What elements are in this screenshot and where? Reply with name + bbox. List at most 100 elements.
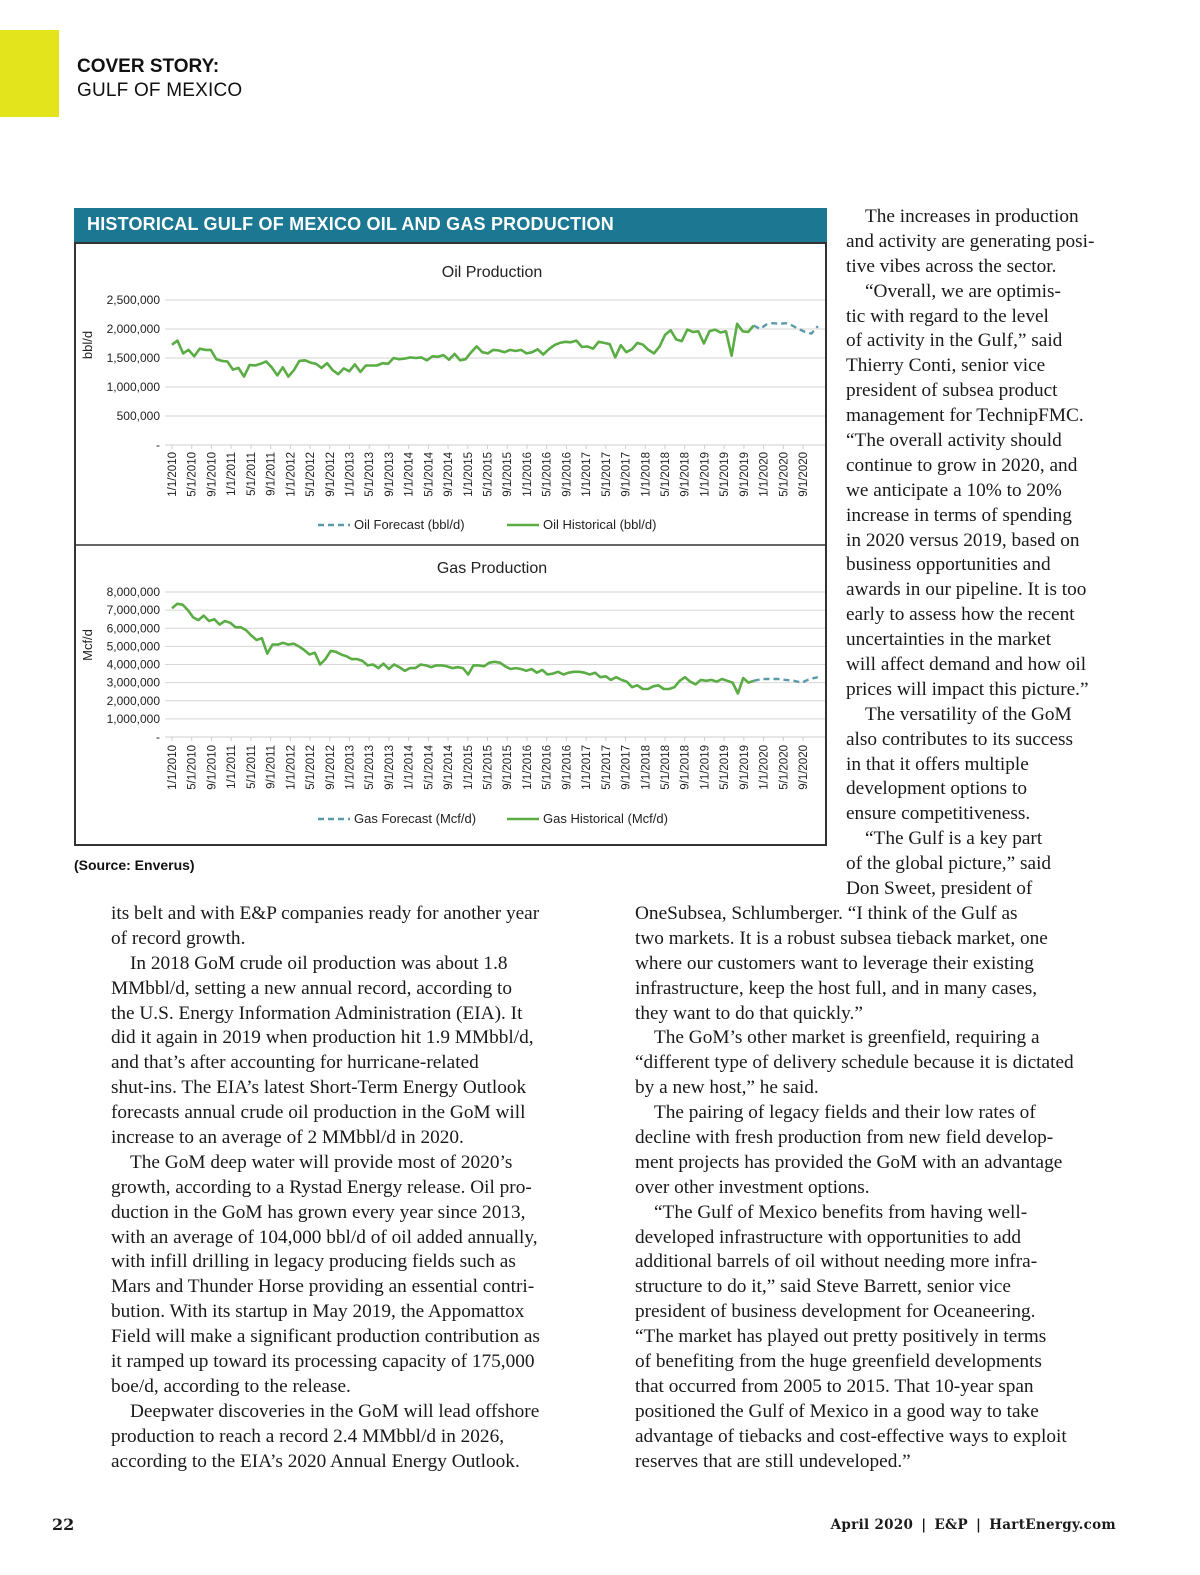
x-tick-label: 1/1/2012 bbox=[285, 452, 297, 497]
paragraph-line: development options to bbox=[846, 778, 1028, 800]
x-tick-label: 1/1/2020 bbox=[759, 452, 771, 497]
x-tick-label: 9/1/2012 bbox=[325, 745, 337, 790]
paragraph-line: two markets. It is a robust subsea tieba… bbox=[635, 927, 1048, 949]
paragraph-line: The versatility of the GoM bbox=[865, 703, 1072, 725]
chart-title: Oil Production bbox=[442, 264, 543, 281]
paragraph-line: and that’s after accounting for hurrican… bbox=[111, 1052, 479, 1074]
paragraph-line: with infill drilling in legacy producing… bbox=[111, 1251, 516, 1273]
y-tick-label: 5,000,000 bbox=[107, 639, 161, 653]
paragraph-line: shut-ins. The EIA’s latest Short-Term En… bbox=[111, 1077, 527, 1099]
legend-label: Oil Historical (bbl/d) bbox=[543, 517, 656, 532]
paragraph-line: Mars and Thunder Horse providing an esse… bbox=[111, 1276, 535, 1298]
production-charts: Oil Production bbl/d - 500,000 1,000,000 1,50… bbox=[74, 242, 827, 846]
legend-label: Oil Forecast (bbl/d) bbox=[354, 517, 465, 532]
x-tick-label: 5/1/2020 bbox=[778, 452, 790, 497]
x-tick-label: 1/1/2019 bbox=[699, 452, 711, 497]
footer-website[interactable]: HartEnergy.com bbox=[989, 1517, 1116, 1533]
x-tick-label: 5/1/2010 bbox=[187, 452, 199, 497]
paragraph-line: “The Gulf of Mexico benefits from having… bbox=[654, 1201, 1028, 1223]
x-tick-label: 5/1/2011 bbox=[246, 452, 258, 496]
paragraph-line: decline with fresh production from new f… bbox=[635, 1127, 1054, 1149]
historical-series-line bbox=[171, 322, 755, 378]
x-tick-label: 9/1/2016 bbox=[561, 452, 573, 497]
x-tick-label: 5/1/2020 bbox=[778, 745, 790, 790]
paragraph-line: “Overall, we are optimis- bbox=[865, 280, 1061, 302]
y-tick-label: 4,000,000 bbox=[107, 658, 161, 672]
x-tick-label: 5/1/2017 bbox=[601, 452, 613, 497]
paragraph-line: OneSubsea, Schlumberger. “I think of the… bbox=[635, 903, 1018, 924]
paragraph-line: The GoM deep water will provide most of … bbox=[130, 1151, 513, 1173]
x-tick-label: 9/1/2018 bbox=[680, 452, 692, 497]
paragraph-line: president of subsea product bbox=[846, 380, 1058, 402]
paragraph-line: early to assess how the recent bbox=[846, 604, 1075, 626]
paragraph-line: the U.S. Energy Information Administrati… bbox=[111, 1002, 523, 1024]
paragraph-line: prices will impact this picture.” bbox=[846, 678, 1089, 700]
forecast-series-line bbox=[753, 321, 819, 335]
x-tick-label: 9/1/2019 bbox=[739, 452, 751, 497]
paragraph-line: continue to grow in 2020, and bbox=[846, 454, 1078, 476]
x-tick-label: 5/1/2018 bbox=[660, 745, 672, 790]
paragraph-line: positioned the Gulf of Mexico in a good … bbox=[635, 1400, 1039, 1422]
footer-separator: | bbox=[975, 1517, 982, 1533]
paragraph-line: advantage of tiebacks and cost-effective… bbox=[635, 1425, 1067, 1447]
x-tick-label: 1/1/2018 bbox=[640, 452, 652, 497]
x-tick-label: 9/1/2013 bbox=[384, 452, 396, 497]
paragraph-line: its belt and with E&P companies ready fo… bbox=[111, 903, 540, 924]
y-tick-label: 1,000,000 bbox=[107, 380, 161, 394]
x-tick-label: 9/1/2017 bbox=[621, 745, 633, 790]
paragraph-line: where our customers want to leverage the… bbox=[635, 952, 1034, 974]
chart-frame bbox=[74, 242, 827, 846]
y-tick-label: 500,000 bbox=[117, 409, 161, 423]
page-number: 22 bbox=[52, 1515, 75, 1534]
historical-series-line bbox=[171, 602, 755, 695]
x-tick-label: 1/1/2016 bbox=[522, 745, 534, 790]
paragraph-line: In 2018 GoM crude oil production was abo… bbox=[130, 952, 508, 974]
y-tick-label: 1,500,000 bbox=[107, 351, 161, 365]
paragraph-line: increase to an average of 2 MMbbl/d in 2… bbox=[111, 1127, 464, 1149]
x-tick-label: 9/1/2014 bbox=[443, 451, 455, 496]
paragraph-line: “The Gulf is a key part bbox=[865, 828, 1043, 850]
x-tick-label: 5/1/2018 bbox=[660, 452, 672, 497]
x-tick-label: 1/1/2014 bbox=[404, 451, 416, 496]
x-tick-label: 5/1/2016 bbox=[542, 745, 554, 790]
y-tick-label: 1,000,000 bbox=[107, 712, 161, 726]
x-tick-label: 1/1/2020 bbox=[759, 745, 771, 790]
paragraph-line: additional barrels of oil without needin… bbox=[635, 1251, 1038, 1273]
x-tick-label: 5/1/2015 bbox=[483, 452, 495, 497]
legend-label: Gas Forecast (Mcf/d) bbox=[354, 811, 476, 826]
y-tick-label: 2,500,000 bbox=[107, 293, 161, 307]
x-tick-label: 1/1/2018 bbox=[640, 745, 652, 790]
x-tick-label: 5/1/2012 bbox=[305, 745, 317, 790]
legend-label: Gas Historical (Mcf/d) bbox=[543, 811, 668, 826]
x-tick-label: 1/1/2012 bbox=[285, 745, 297, 790]
x-tick-label: 1/1/2011 bbox=[226, 745, 238, 789]
paragraph-line: with an average of 104,000 bbl/d of oil … bbox=[111, 1226, 538, 1248]
paragraph-line: we anticipate a 10% to 20% bbox=[846, 479, 1062, 501]
x-tick-label: 5/1/2015 bbox=[483, 745, 495, 790]
x-tick-label: 1/1/2019 bbox=[699, 745, 711, 790]
x-tick-label: 9/1/2010 bbox=[206, 452, 218, 497]
paragraph-line: uncertainties in the market bbox=[846, 629, 1052, 651]
paragraph-line: Deepwater discoveries in the GoM will le… bbox=[130, 1400, 540, 1422]
paragraph-line: and activity are generating posi- bbox=[846, 230, 1095, 252]
x-tick-label: 1/1/2015 bbox=[463, 745, 475, 790]
paragraph-line: tic with regard to the level bbox=[846, 305, 1049, 327]
x-tick-label: 9/1/2011 bbox=[266, 452, 278, 496]
paragraph-line: business opportunities and bbox=[846, 554, 1051, 576]
y-tick-label: - bbox=[156, 438, 160, 452]
paragraph-line: tive vibes across the sector. bbox=[846, 255, 1057, 277]
paragraph-line: infrastructure, keep the host full, and … bbox=[635, 977, 1038, 999]
x-tick-label: 9/1/2015 bbox=[502, 452, 514, 497]
paragraph-line: developed infrastructure with opportunit… bbox=[635, 1226, 1022, 1248]
x-tick-label: 1/1/2010 bbox=[167, 452, 179, 497]
paragraph-line: MMbbl/d, setting a new annual record, ac… bbox=[111, 977, 513, 999]
x-tick-label: 5/1/2014 bbox=[423, 451, 435, 496]
paragraph-line: growth, according to a Rystad Energy rel… bbox=[111, 1176, 532, 1198]
paragraph-line: forecasts annual crude oil production in… bbox=[111, 1102, 526, 1124]
x-tick-label: 9/1/2020 bbox=[798, 452, 810, 497]
y-tick-label: - bbox=[156, 730, 160, 744]
x-tick-label: 9/1/2018 bbox=[680, 745, 692, 790]
article-column-bottom-right: OneSubsea, Schlumberger. “I think of the… bbox=[635, 902, 1074, 1474]
paragraph-line: will affect demand and how oil bbox=[846, 654, 1087, 676]
x-tick-label: 1/1/2011 bbox=[226, 452, 238, 496]
